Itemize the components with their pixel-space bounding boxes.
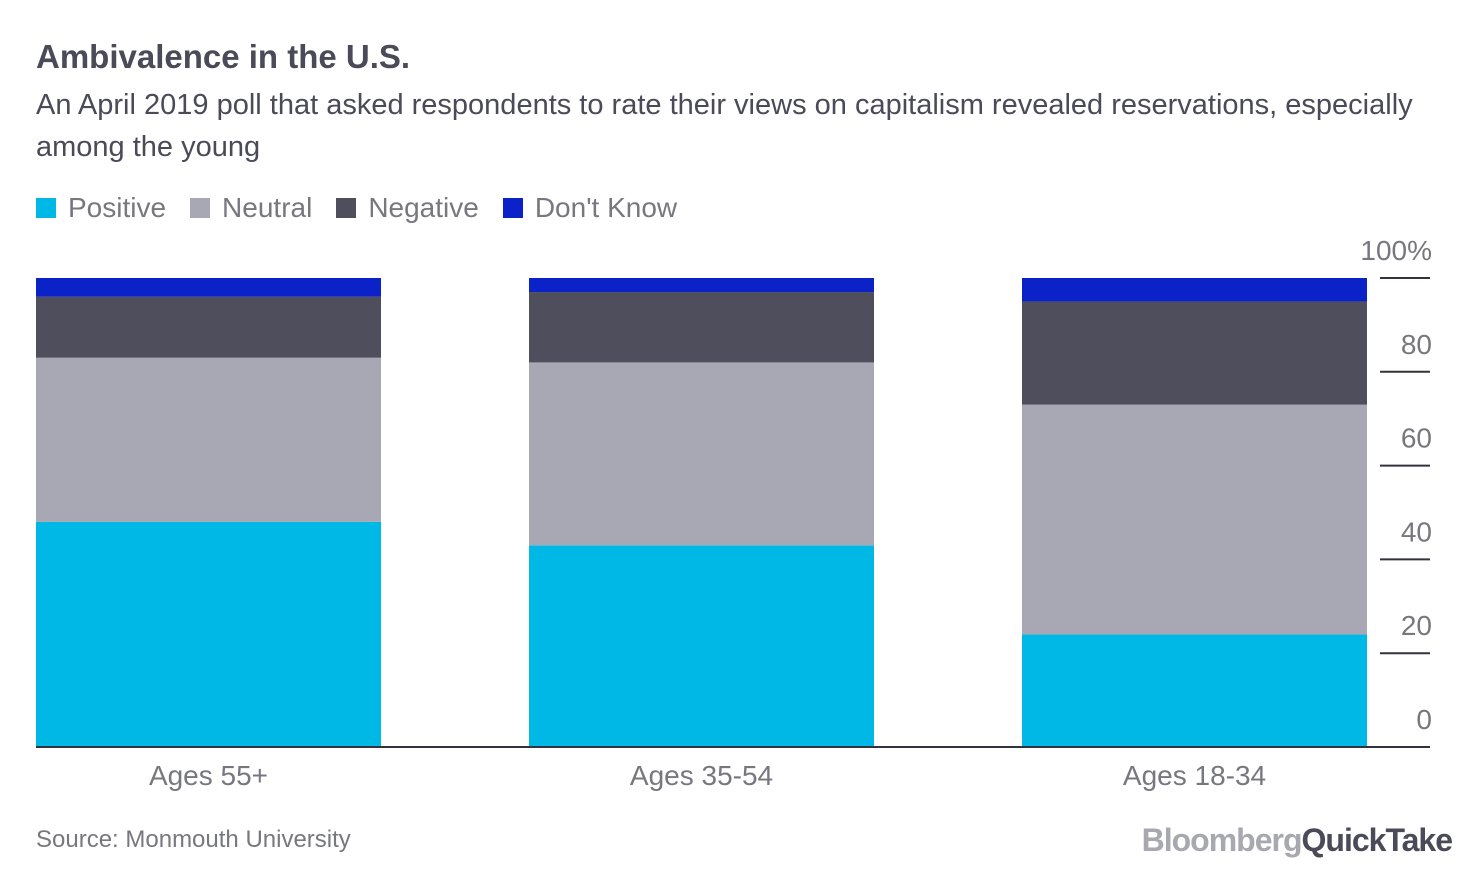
- y-tick-label-40: 40: [1401, 516, 1432, 547]
- bar-segment-don-t-know-2: [529, 278, 874, 293]
- x-tick-label-1: Ages 55+: [149, 760, 268, 791]
- y-tick-label-0: 0: [1416, 704, 1432, 735]
- bar-segment-neutral-2: [529, 362, 874, 546]
- logo-part-bloomberg: Bloomberg: [1141, 822, 1303, 858]
- y-tick-label-60: 60: [1401, 423, 1432, 454]
- legend-label-dont-know: Don't Know: [534, 192, 678, 223]
- y-tick-label-20: 20: [1401, 610, 1432, 641]
- y-tick-label-100: 100%: [1360, 235, 1432, 266]
- legend-item-dont-know: Don't Know: [502, 192, 678, 224]
- x-tick-label-2: Ages 35-54: [630, 760, 773, 791]
- source-note: Source: Monmouth University: [36, 826, 351, 853]
- bar-segment-negative-1: [36, 296, 381, 358]
- legend-label-negative: Negative: [368, 192, 479, 223]
- legend-label-positive: Positive: [68, 192, 167, 223]
- bar-segment-neutral-3: [1022, 404, 1367, 635]
- legend: Positive Neutral Negative Don't Know: [36, 192, 677, 224]
- legend-swatch-positive: [36, 198, 56, 218]
- bar-segment-don-t-know-1: [36, 278, 381, 297]
- legend-item-negative: Negative: [336, 192, 479, 224]
- bar-segment-don-t-know-3: [1022, 278, 1367, 302]
- legend-swatch-dont-know: [502, 198, 523, 218]
- legend-item-neutral: Neutral: [190, 192, 312, 224]
- legend-swatch-neutral: [190, 198, 211, 218]
- bar-segment-positive-2: [529, 545, 874, 747]
- x-tick-label-3: Ages 18-34: [1123, 760, 1266, 791]
- bar-segment-neutral-1: [36, 357, 381, 522]
- legend-item-positive: Positive: [36, 192, 166, 224]
- legend-label-neutral: Neutral: [222, 192, 313, 223]
- chart-title: Ambivalence in the U.S.: [36, 38, 411, 75]
- legend-swatch-negative: [336, 198, 357, 218]
- bar-segment-positive-3: [1022, 634, 1367, 747]
- bar-segment-negative-2: [529, 292, 874, 363]
- y-tick-label-80: 80: [1401, 329, 1432, 360]
- bar-segment-positive-1: [36, 521, 381, 747]
- chart-subtitle: An April 2019 poll that asked respondent…: [36, 89, 1413, 163]
- bloomberg-quicktake-logo: BloombergQuickTake: [1141, 822, 1453, 859]
- bar-segment-negative-3: [1022, 301, 1367, 405]
- logo-part-quicktake: QuickTake: [1301, 822, 1453, 858]
